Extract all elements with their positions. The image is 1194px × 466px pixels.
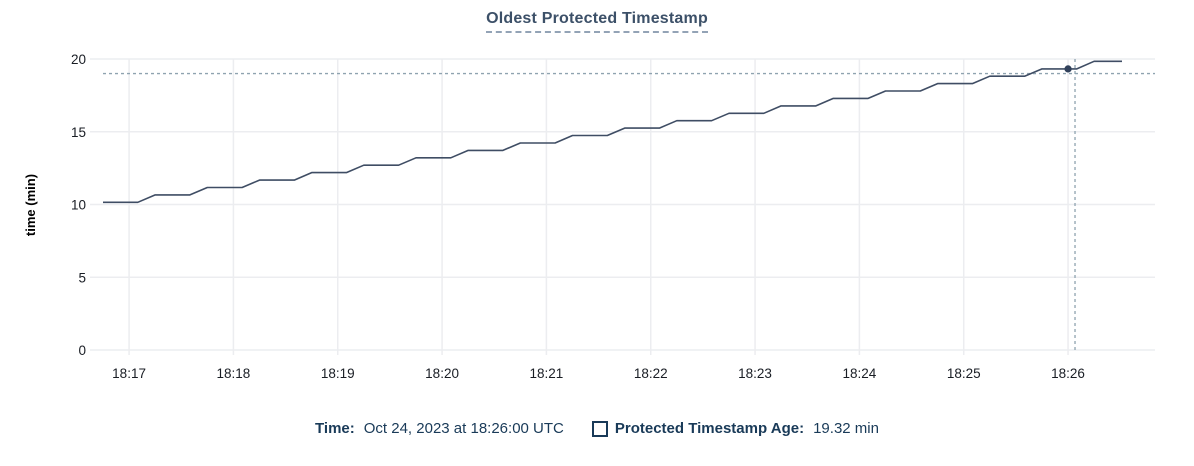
x-tick-label: 18:21 [530,366,564,381]
legend-time-label: Time: [315,420,355,437]
legend-series-value: 19.32 min [813,420,879,437]
x-tick-label: 18:17 [112,366,146,381]
legend-time-value: Oct 24, 2023 at 18:26:00 UTC [363,420,564,437]
hover-data-point[interactable] [1064,65,1072,73]
x-tick-label: 18:25 [947,366,981,381]
series-line [103,60,1122,204]
y-tick-label: 5 [78,270,86,285]
legend-series-checkbox[interactable] [591,421,608,437]
y-axis-label: time (min) [23,174,38,236]
x-tick-label: 18:22 [634,366,668,381]
chart-title[interactable]: Oldest Protected Timestamp [486,10,708,33]
x-tick-label: 18:24 [842,366,876,381]
x-tick-label: 18:20 [425,366,459,381]
x-tick-label: 18:23 [738,366,772,381]
x-tick-label: 18:18 [217,366,251,381]
y-tick-label: 10 [71,198,86,213]
legend-time-group: Time: Oct 24, 2023 at 18:26:00 UTC [315,419,564,439]
legend-series-label: Protected Timestamp Age: [614,420,805,437]
legend-series-group: Protected Timestamp Age: 19.32 min [591,419,879,439]
y-tick-label: 0 [78,343,86,358]
x-tick-label: 18:26 [1051,366,1085,381]
x-tick-label: 18:19 [321,366,355,381]
legend: Time: Oct 24, 2023 at 18:26:00 UTC Prote… [0,419,1194,439]
y-tick-label: 15 [71,125,86,140]
chart-header: Oldest Protected Timestamp [0,10,1194,33]
y-tick-label: 20 [71,52,86,67]
